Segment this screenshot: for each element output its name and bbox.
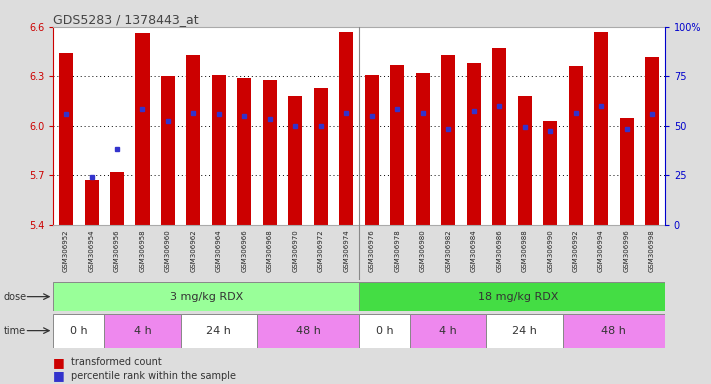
Text: time: time xyxy=(4,326,26,336)
Bar xyxy=(212,74,226,225)
Bar xyxy=(569,66,582,225)
Text: GSM306996: GSM306996 xyxy=(624,229,629,272)
Text: 48 h: 48 h xyxy=(296,326,321,336)
Text: GSM306962: GSM306962 xyxy=(191,229,196,272)
Bar xyxy=(257,314,359,348)
Bar xyxy=(339,32,353,225)
Text: percentile rank within the sample: percentile rank within the sample xyxy=(71,371,236,381)
Text: 0 h: 0 h xyxy=(70,326,87,336)
Text: 18 mg/kg RDX: 18 mg/kg RDX xyxy=(478,291,558,302)
Bar xyxy=(543,121,557,225)
Text: GSM306964: GSM306964 xyxy=(216,229,222,272)
Text: GSM306952: GSM306952 xyxy=(63,229,69,271)
Text: GSM306990: GSM306990 xyxy=(547,229,553,272)
Text: GSM306974: GSM306974 xyxy=(343,229,349,272)
Bar xyxy=(181,314,257,348)
Text: 3 mg/kg RDX: 3 mg/kg RDX xyxy=(169,291,243,302)
Bar xyxy=(110,172,124,225)
Bar xyxy=(518,96,532,225)
Bar xyxy=(314,88,328,225)
Bar xyxy=(289,96,302,225)
Bar xyxy=(563,314,665,348)
Text: GSM306960: GSM306960 xyxy=(165,229,171,272)
Text: GSM306976: GSM306976 xyxy=(369,229,375,272)
Bar xyxy=(359,314,410,348)
Bar xyxy=(594,32,608,225)
Text: GSM306986: GSM306986 xyxy=(496,229,502,272)
Bar xyxy=(105,314,181,348)
Text: 4 h: 4 h xyxy=(439,326,457,336)
Text: GSM306972: GSM306972 xyxy=(318,229,324,272)
Bar xyxy=(619,118,634,225)
Text: GSM306992: GSM306992 xyxy=(572,229,579,272)
Bar xyxy=(416,73,429,225)
Bar xyxy=(237,78,252,225)
Text: GSM306980: GSM306980 xyxy=(419,229,426,272)
Text: dose: dose xyxy=(4,291,27,302)
Text: transformed count: transformed count xyxy=(71,357,162,367)
Text: 24 h: 24 h xyxy=(512,326,537,336)
Text: GSM306956: GSM306956 xyxy=(114,229,120,272)
Bar xyxy=(136,33,149,225)
Bar xyxy=(410,314,486,348)
Text: GSM306954: GSM306954 xyxy=(89,229,95,271)
Text: GSM306984: GSM306984 xyxy=(471,229,476,272)
Bar xyxy=(492,48,506,225)
Bar xyxy=(53,282,359,311)
Text: GSM306994: GSM306994 xyxy=(598,229,604,272)
Text: ■: ■ xyxy=(53,369,65,382)
Bar xyxy=(390,65,405,225)
Text: GSM306998: GSM306998 xyxy=(649,229,655,272)
Bar xyxy=(263,79,277,225)
Text: GSM306968: GSM306968 xyxy=(267,229,273,272)
Text: GSM306970: GSM306970 xyxy=(292,229,299,272)
Text: 4 h: 4 h xyxy=(134,326,151,336)
Text: ■: ■ xyxy=(53,356,65,369)
Text: GSM306978: GSM306978 xyxy=(395,229,400,272)
Text: GSM306988: GSM306988 xyxy=(522,229,528,272)
Bar xyxy=(186,55,201,225)
Bar xyxy=(442,55,455,225)
Bar xyxy=(359,282,678,311)
Bar xyxy=(85,180,99,225)
Text: 24 h: 24 h xyxy=(206,326,231,336)
Text: GSM306966: GSM306966 xyxy=(242,229,247,272)
Text: 48 h: 48 h xyxy=(602,326,626,336)
Text: GDS5283 / 1378443_at: GDS5283 / 1378443_at xyxy=(53,13,199,26)
Bar xyxy=(53,314,105,348)
Text: GSM306982: GSM306982 xyxy=(445,229,451,272)
Bar xyxy=(59,53,73,225)
Text: 0 h: 0 h xyxy=(375,326,393,336)
Text: GSM306958: GSM306958 xyxy=(139,229,146,272)
Bar xyxy=(645,56,659,225)
Bar xyxy=(161,76,175,225)
Bar xyxy=(486,314,563,348)
Bar xyxy=(466,63,481,225)
Bar xyxy=(365,74,379,225)
